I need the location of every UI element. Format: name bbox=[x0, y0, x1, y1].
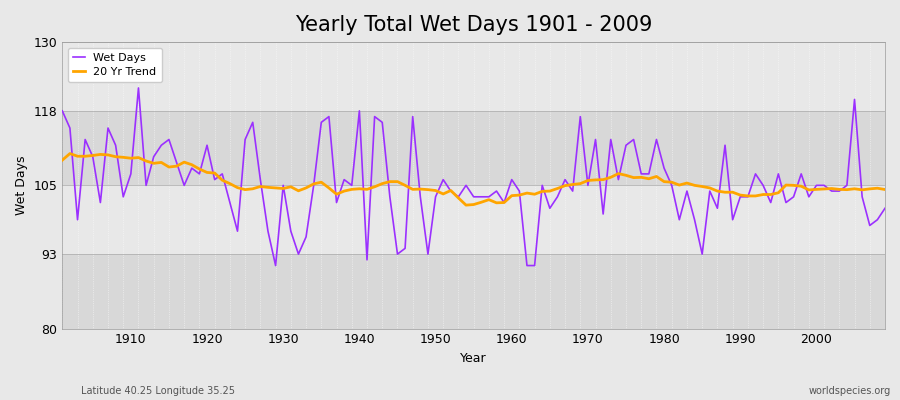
Wet Days bbox=[879, 206, 890, 211]
Legend: Wet Days, 20 Yr Trend: Wet Days, 20 Yr Trend bbox=[68, 48, 162, 82]
Text: Latitude 40.25 Longitude 35.25: Latitude 40.25 Longitude 35.25 bbox=[81, 386, 235, 396]
20 Yr Trend bbox=[461, 203, 472, 208]
20 Yr Trend bbox=[125, 156, 136, 161]
Wet Days bbox=[118, 194, 129, 199]
20 Yr Trend bbox=[613, 171, 624, 176]
20 Yr Trend bbox=[522, 191, 533, 196]
20 Yr Trend bbox=[879, 187, 890, 192]
Wet Days bbox=[613, 177, 624, 182]
Wet Days bbox=[57, 108, 68, 113]
Wet Days bbox=[346, 183, 357, 188]
20 Yr Trend bbox=[514, 193, 525, 198]
Title: Yearly Total Wet Days 1901 - 2009: Yearly Total Wet Days 1901 - 2009 bbox=[295, 15, 652, 35]
Wet Days bbox=[270, 263, 281, 268]
Line: 20 Yr Trend: 20 Yr Trend bbox=[62, 154, 885, 205]
Bar bbox=[62, 111, 885, 185]
20 Yr Trend bbox=[57, 158, 68, 162]
Y-axis label: Wet Days: Wet Days bbox=[15, 156, 28, 215]
Wet Days bbox=[133, 86, 144, 90]
20 Yr Trend bbox=[65, 151, 76, 156]
Wet Days bbox=[301, 234, 311, 239]
Bar bbox=[62, 254, 885, 328]
Bar bbox=[62, 185, 885, 254]
Line: Wet Days: Wet Days bbox=[62, 88, 885, 266]
20 Yr Trend bbox=[293, 188, 304, 193]
X-axis label: Year: Year bbox=[460, 352, 487, 365]
Wet Days bbox=[522, 263, 533, 268]
20 Yr Trend bbox=[338, 189, 349, 194]
Text: worldspecies.org: worldspecies.org bbox=[809, 386, 891, 396]
Bar bbox=[62, 42, 885, 111]
Wet Days bbox=[514, 189, 525, 194]
